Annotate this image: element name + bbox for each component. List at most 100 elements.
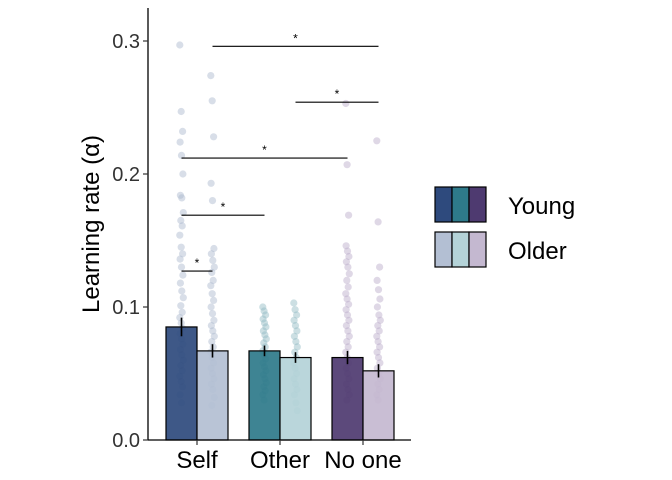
data-point — [342, 258, 350, 266]
legend-swatch — [468, 186, 487, 223]
data-point — [292, 338, 300, 346]
data-point — [345, 300, 353, 308]
legend-label: Young — [508, 193, 575, 220]
data-point — [207, 72, 215, 80]
data-point — [293, 327, 301, 335]
data-point — [177, 302, 185, 310]
bar-older-self — [196, 350, 229, 441]
data-point — [177, 151, 186, 159]
data-point — [176, 279, 184, 287]
significance-star: * — [195, 256, 200, 270]
data-point — [262, 323, 270, 331]
data-point — [290, 332, 298, 340]
data-point — [210, 263, 218, 271]
data-point — [178, 287, 186, 295]
error-bars — [180, 317, 380, 378]
data-point — [345, 252, 353, 261]
data-point — [209, 276, 217, 284]
legend-swatch — [451, 231, 470, 268]
data-point — [376, 263, 384, 271]
data-point — [291, 348, 299, 356]
data-point — [343, 161, 351, 169]
data-point — [345, 316, 353, 324]
data-point — [374, 218, 382, 226]
data-point — [290, 316, 298, 324]
data-point — [179, 127, 187, 135]
data-point — [342, 322, 350, 330]
bar-young-no-one — [331, 356, 364, 441]
legend-label: Older — [508, 238, 567, 265]
data-point — [374, 353, 383, 362]
data-point — [262, 311, 270, 319]
data-point — [344, 343, 352, 351]
x-ticks: Self Other No one — [176, 440, 402, 474]
data-point — [260, 307, 268, 315]
legend-item-older: Older — [434, 231, 567, 268]
bars — [165, 326, 395, 441]
data-point — [208, 290, 216, 298]
x-tick-label: Self — [176, 447, 218, 474]
data-point — [376, 343, 384, 351]
data-point — [177, 107, 185, 116]
y-tick-label: 0.2 — [112, 164, 140, 186]
data-point — [178, 222, 186, 230]
data-point — [208, 310, 217, 318]
data-point — [259, 327, 267, 335]
legend-item-young: Young — [434, 186, 575, 223]
data-point — [209, 327, 217, 335]
data-point — [373, 137, 381, 145]
data-point — [179, 250, 187, 258]
data-point — [259, 315, 267, 323]
data-point — [374, 286, 383, 294]
data-point — [210, 296, 218, 304]
data-point — [343, 276, 351, 284]
data-point — [262, 335, 270, 343]
data-point — [176, 231, 184, 239]
data-point — [260, 339, 268, 347]
data-point — [259, 303, 267, 311]
data-point — [261, 331, 269, 339]
data-point — [345, 270, 353, 278]
data-point — [178, 308, 186, 316]
legend-swatch — [468, 231, 487, 268]
data-point — [344, 327, 352, 335]
data-point — [177, 243, 185, 251]
significance-star: * — [335, 87, 340, 101]
data-point — [342, 242, 350, 250]
data-point — [345, 211, 353, 219]
data-point — [343, 311, 352, 319]
y-ticks: 0.0 0.1 0.2 0.3 — [112, 31, 148, 452]
data-point — [342, 290, 350, 298]
data-point — [208, 338, 216, 346]
data-point — [345, 332, 353, 340]
significance-star: * — [262, 143, 267, 157]
y-tick-label: 0.3 — [112, 31, 140, 53]
data-point — [373, 348, 381, 356]
significance-star: * — [221, 200, 226, 214]
data-point — [290, 299, 298, 307]
data-point — [176, 138, 184, 146]
bar-young-self — [165, 326, 198, 441]
data-point — [376, 316, 384, 324]
legend-swatch — [434, 186, 453, 223]
data-point — [208, 268, 216, 276]
data-point — [177, 216, 185, 225]
data-point — [208, 97, 216, 105]
data-point — [342, 306, 350, 314]
data-point — [375, 311, 383, 319]
data-point — [344, 263, 352, 271]
data-point — [177, 263, 186, 271]
bar-older-other — [279, 356, 312, 441]
data-point — [375, 327, 383, 335]
y-tick-label: 0.0 — [112, 430, 140, 452]
data-point — [210, 316, 218, 324]
data-point — [343, 295, 351, 303]
data-point — [373, 332, 381, 340]
data-point — [176, 191, 184, 199]
legend: Young Older — [434, 186, 575, 268]
y-axis-label: Learning rate (α) — [78, 135, 105, 313]
data-point — [207, 179, 215, 187]
data-point — [210, 332, 218, 340]
data-point — [207, 322, 215, 330]
